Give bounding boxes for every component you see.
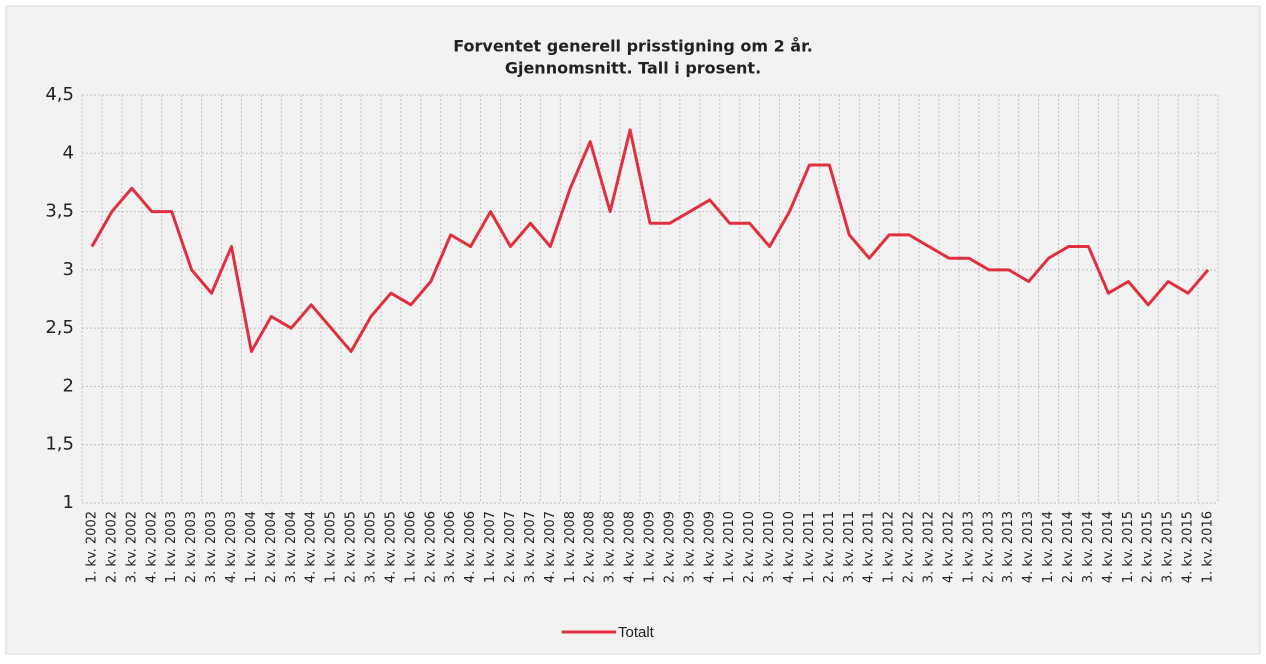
- x-tick-label: 4. kv. 2010: [782, 511, 797, 583]
- x-tick-label: 3. kv. 2005: [363, 511, 378, 583]
- x-tick-label: 2. kv. 2002: [104, 511, 119, 583]
- x-tick-label: 4. kv. 2013: [1021, 511, 1036, 583]
- x-tick-label: 1. kv. 2011: [802, 511, 817, 583]
- x-tick-label: 1. kv. 2003: [164, 511, 179, 583]
- x-tick-label: 3. kv. 2010: [762, 511, 777, 583]
- y-tick-label: 4: [63, 142, 74, 163]
- x-tick-label: 3. kv. 2009: [682, 511, 697, 583]
- x-tick-label: 3. kv. 2013: [1001, 511, 1016, 583]
- x-tick-label: 2. kv. 2003: [184, 511, 199, 583]
- x-tick-label: 4. kv. 2007: [543, 511, 558, 583]
- x-tick-label: 4. kv. 2012: [941, 511, 956, 583]
- x-tick-label: 2. kv. 2013: [981, 511, 996, 583]
- x-tick-label: 4. kv. 2014: [1101, 511, 1116, 583]
- x-tick-label: 4. kv. 2005: [383, 511, 398, 583]
- y-tick-label: 1,5: [45, 434, 74, 455]
- x-tick-label: 4. kv. 2004: [304, 511, 319, 583]
- x-tick-label: 1. kv. 2012: [882, 511, 897, 583]
- x-tick-label: 2. kv. 2012: [902, 511, 917, 583]
- x-tick-label: 4. kv. 2015: [1181, 511, 1196, 583]
- y-tick-label: 2,5: [45, 317, 74, 338]
- x-tick-label: 2. kv. 2007: [503, 511, 518, 583]
- x-tick-label: 1. kv. 2010: [722, 511, 737, 583]
- y-tick-label: 4,5: [45, 84, 74, 105]
- x-tick-label: 3. kv. 2015: [1161, 511, 1176, 583]
- x-tick-label: 1. kv. 2009: [643, 511, 658, 583]
- x-tick-label: 4. kv. 2006: [463, 511, 478, 583]
- x-tick-label: 3. kv. 2008: [603, 511, 618, 583]
- y-tick-label: 3: [63, 259, 74, 280]
- x-tick-label: 3. kv. 2002: [124, 511, 139, 583]
- y-tick-label: 1: [63, 492, 74, 513]
- x-tick-label: 2. kv. 2011: [822, 511, 837, 583]
- chart-background: [5, 5, 1261, 655]
- x-tick-label: 1. kv. 2014: [1041, 511, 1056, 583]
- y-tick-label: 2: [63, 375, 74, 396]
- x-tick-label: 2. kv. 2009: [662, 511, 677, 583]
- x-tick-label: 1. kv. 2004: [244, 511, 259, 583]
- x-tick-label: 1. kv. 2013: [961, 511, 976, 583]
- x-tick-label: 2. kv. 2006: [423, 511, 438, 583]
- x-tick-label: 2. kv. 2010: [742, 511, 757, 583]
- x-tick-label: 4. kv. 2011: [862, 511, 877, 583]
- x-tick-label: 4. kv. 2009: [702, 511, 717, 583]
- x-tick-label: 4. kv. 2008: [623, 511, 638, 583]
- x-tick-label: 3. kv. 2006: [443, 511, 458, 583]
- legend-label: Totalt: [618, 624, 655, 641]
- x-tick-label: 3. kv. 2014: [1081, 511, 1096, 583]
- x-tick-label: 3. kv. 2011: [842, 511, 857, 583]
- x-tick-label: 4. kv. 2003: [224, 511, 239, 583]
- x-tick-label: 2. kv. 2008: [583, 511, 598, 583]
- x-tick-label: 3. kv. 2003: [204, 511, 219, 583]
- chart-subtitle: Gjennomsnitt. Tall i prosent.: [505, 59, 761, 78]
- x-tick-label: 2. kv. 2005: [344, 511, 359, 583]
- x-tick-label: 1. kv. 2016: [1201, 511, 1216, 583]
- x-tick-label: 2. kv. 2015: [1141, 511, 1156, 583]
- x-tick-label: 4. kv. 2002: [144, 511, 159, 583]
- x-tick-label: 1. kv. 2007: [483, 511, 498, 583]
- chart-title: Forventet generell prisstigning om 2 år.: [453, 37, 813, 56]
- y-tick-label: 3,5: [45, 201, 74, 222]
- x-tick-label: 1. kv. 2006: [403, 511, 418, 583]
- x-tick-label: 1. kv. 2008: [563, 511, 578, 583]
- x-tick-label: 2. kv. 2014: [1061, 511, 1076, 583]
- x-tick-label: 1. kv. 2002: [84, 511, 99, 583]
- x-tick-label: 3. kv. 2007: [523, 511, 538, 583]
- x-tick-label: 2. kv. 2004: [264, 511, 279, 583]
- x-tick-label: 1. kv. 2005: [324, 511, 339, 583]
- x-tick-label: 1. kv. 2015: [1121, 511, 1136, 583]
- x-tick-label: 3. kv. 2004: [284, 511, 299, 583]
- x-tick-label: 3. kv. 2012: [922, 511, 937, 583]
- series-line: [90, 128, 1210, 353]
